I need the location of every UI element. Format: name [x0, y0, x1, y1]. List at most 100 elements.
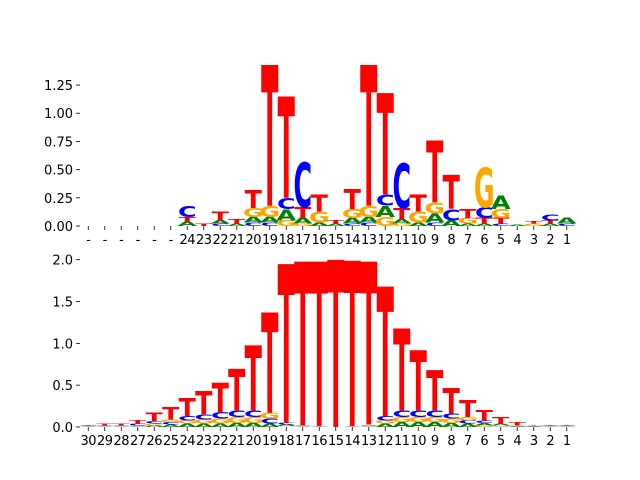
logo-letter: C [260, 222, 279, 227]
logo-letter: G [144, 423, 165, 426]
x-tick-label: 14 [344, 233, 360, 248]
logo-letter: A [293, 426, 313, 427]
logo-letter: G [391, 416, 412, 424]
logo-letter: G [276, 219, 297, 228]
logo-letter: G [375, 420, 396, 425]
x-tick-label: 5 [497, 233, 505, 248]
logo-letter: A [441, 219, 461, 228]
logo-letter: T [360, 28, 377, 252]
logo-letter: G [490, 207, 511, 221]
logo-letter: A [227, 422, 248, 429]
logo-letter: A [177, 423, 197, 428]
x-tick-label: 30 [80, 434, 96, 449]
x-tick-label: 18 [278, 233, 294, 248]
y-tick-label: 2.0 [52, 254, 73, 269]
logo-letter: A [540, 223, 560, 227]
logo-letter: A [425, 421, 445, 429]
logo-letter: T [344, 184, 361, 216]
logo-letter: C [95, 425, 114, 426]
logo-letter: G [276, 426, 297, 427]
logo-letter: T [80, 424, 98, 425]
y-tick-label: 0.50 [44, 164, 73, 179]
logo-letter: T [113, 423, 131, 426]
logo-letter: T [542, 424, 560, 425]
logo-letter: A [408, 421, 428, 429]
logo-letter: G [507, 426, 528, 427]
logo-letter: C [376, 192, 395, 210]
logo-letter: C [260, 418, 279, 426]
logo-letter: T [228, 359, 245, 425]
logo-letter: T [294, 217, 311, 478]
x-tick-label: 23 [196, 233, 212, 248]
logo-letter: C [442, 413, 461, 421]
logo-letter: T [146, 411, 164, 424]
logo-letter: A [425, 211, 445, 225]
x-tick-label: 3 [530, 233, 538, 248]
logo-letter: G [177, 420, 198, 425]
y-tick-label: 0.5 [52, 379, 73, 394]
logo-letter: T [195, 223, 213, 227]
logo-letter: T [261, 286, 278, 446]
x-tick-label: - [103, 233, 108, 248]
logo-letter: A [408, 222, 428, 227]
x-tick-label: 24 [179, 233, 195, 248]
x-tick-label: 9 [431, 233, 439, 248]
x-tick-label: 8 [447, 233, 455, 248]
logo-letter: A [111, 426, 131, 427]
logo-letter: A [276, 424, 296, 427]
logo-letter: G [210, 418, 231, 426]
logo-letter: A [227, 223, 247, 227]
x-tick-label: 28 [113, 434, 129, 449]
logo-letter: A [309, 222, 329, 227]
logo-letter: C [425, 222, 444, 227]
logo-letter: A [177, 221, 198, 228]
x-tick-label: 29 [97, 434, 113, 449]
x-tick-label: 24 [179, 434, 195, 449]
x-tick-label: 7 [464, 434, 472, 449]
logo-letter: C [475, 420, 494, 424]
logo-letter: C [557, 425, 576, 426]
logo-letter: C [343, 426, 362, 427]
logo-letter: A [458, 223, 478, 227]
logo-letter: T [278, 221, 295, 475]
logo-letter: G [127, 425, 148, 426]
logo-letter: T [393, 307, 410, 438]
logo-letter: G [358, 203, 379, 221]
logo-letter: A [276, 206, 297, 224]
x-tick-label: 14 [344, 434, 360, 449]
logo-letter: T [525, 425, 543, 426]
logo-letter: T [212, 375, 229, 422]
x-tick-label: - [119, 233, 124, 248]
logo-letter: T [179, 216, 197, 223]
y-tick-label: 1.5 [52, 296, 73, 311]
logo-letter: C [359, 222, 378, 227]
logo-letter: A [260, 423, 280, 428]
logo-letter: A [359, 216, 379, 225]
y-tick-label: 0.0 [52, 421, 73, 436]
logo-letter: A [359, 426, 379, 427]
logo-letter: G [358, 424, 379, 425]
x-tick-label: 7 [464, 233, 472, 248]
logo-letter: G [309, 209, 330, 227]
logo-letter: T [129, 420, 147, 425]
logo-letter: A [392, 218, 413, 225]
logo-letter: A [78, 426, 98, 427]
logo-letter: C [376, 415, 395, 422]
logo-letter: C [557, 223, 576, 227]
logo-letter: T [261, 28, 278, 252]
logo-letter: A [342, 217, 362, 226]
logo-letter: T [443, 383, 461, 423]
logo-letter: G [342, 207, 363, 221]
y-tick-label: 1.00 [44, 107, 73, 122]
logo-letter: T [459, 207, 477, 221]
logo-letter: C [211, 410, 230, 421]
x-tick-label: 4 [513, 434, 521, 449]
x-tick-label: - [169, 233, 174, 248]
logo-letter: G [474, 157, 495, 220]
logo-letter: T [245, 329, 262, 432]
logo-letter: T [377, 65, 394, 228]
logo-letter: C [425, 409, 444, 420]
logo-letter: G [243, 416, 264, 425]
x-tick-label: 9 [431, 434, 439, 449]
logo-letter: T [426, 360, 443, 424]
